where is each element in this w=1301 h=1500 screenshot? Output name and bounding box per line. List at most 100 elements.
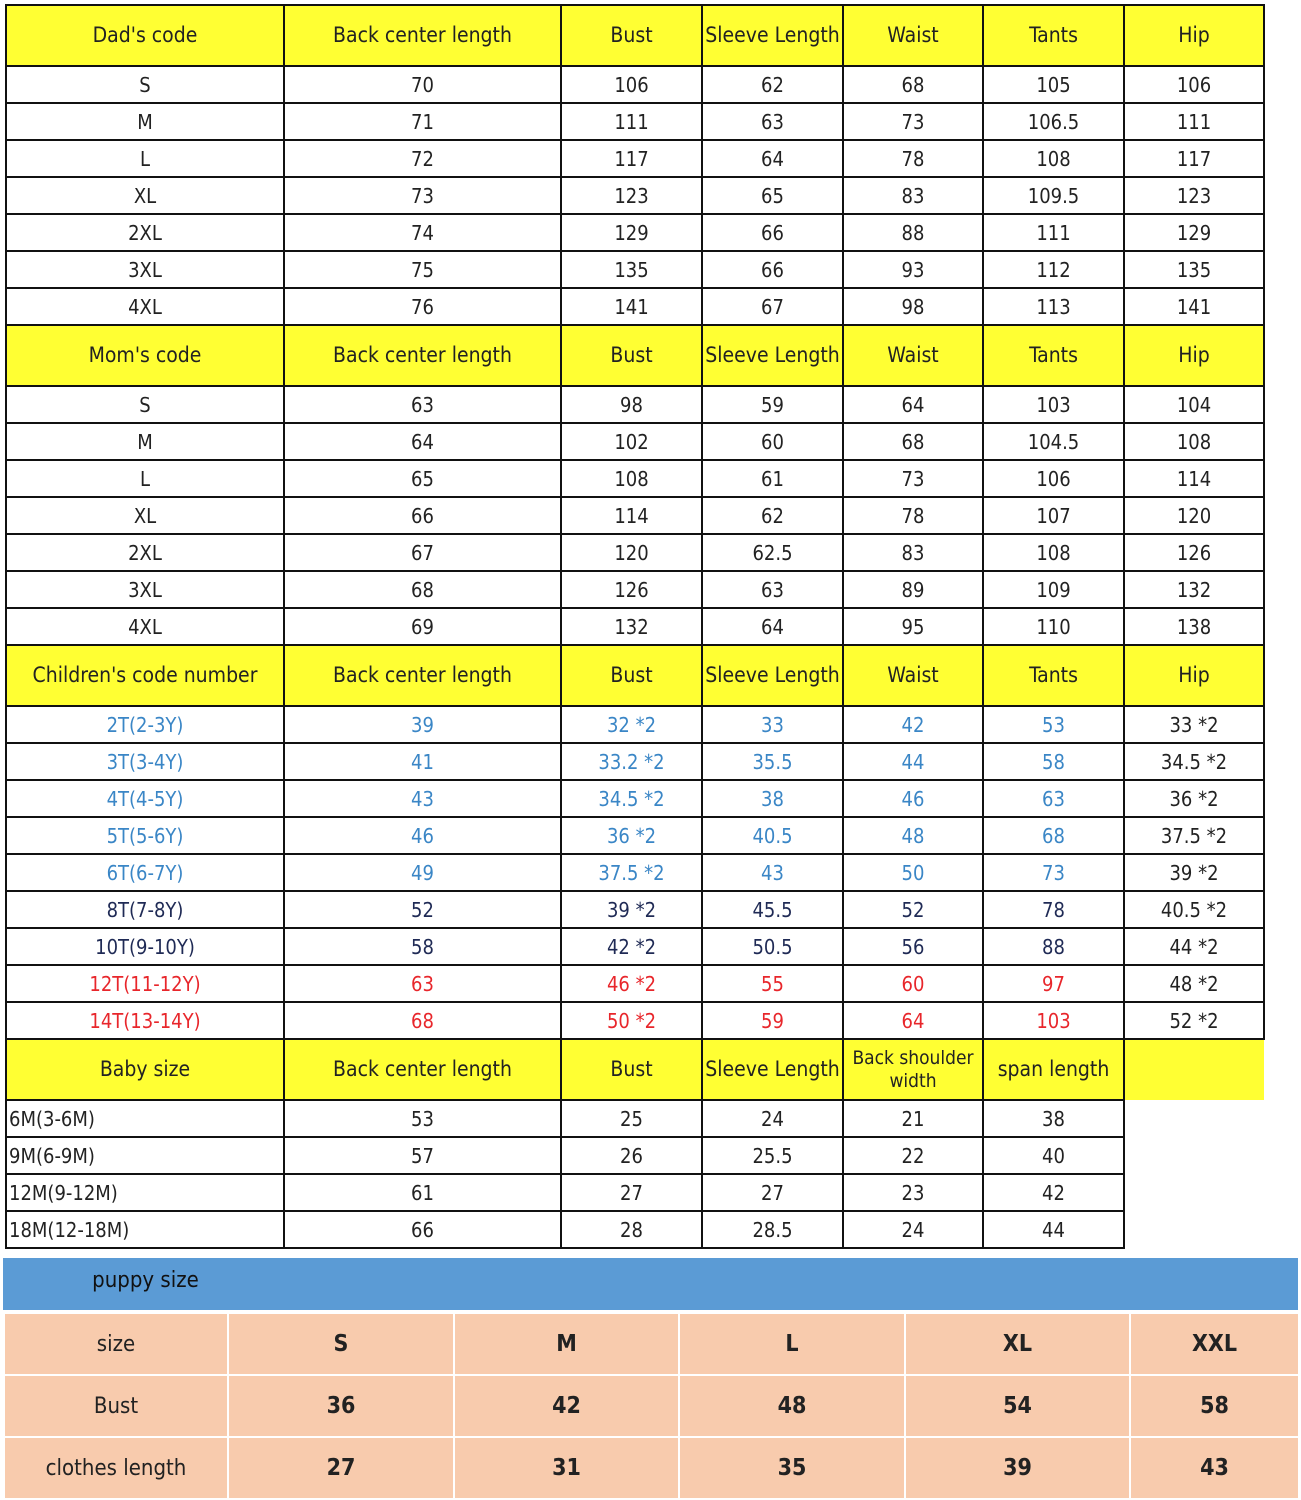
mom-value-cell: 104 — [1123, 385, 1265, 424]
children-header-row: Children's code number Back center length… — [5, 644, 1265, 707]
mom-value-cell: 67 — [283, 533, 562, 572]
dad-value-cell: 73 — [283, 176, 562, 215]
puppy-value-cell: L — [678, 1312, 906, 1376]
puppy-size-table: size S M L XL XXL Bust 36 42 48 54 58 clothes length… — [3, 1312, 1300, 1500]
dad-table-row: M 71 111 63 73 106.5 111 — [5, 102, 1265, 141]
mom-value-cell: 108 — [560, 459, 703, 498]
dad-value-cell: 75 — [283, 250, 562, 289]
puppy-value-cell: 31 — [453, 1436, 680, 1500]
baby-value-cell: 24 — [842, 1210, 984, 1249]
dad-value-cell: 117 — [1123, 139, 1265, 178]
children-value-cell: 42 — [842, 705, 984, 744]
baby-value-cell: 38 — [982, 1099, 1125, 1138]
dad-value-cell: 65 — [701, 176, 844, 215]
mom-value-cell: 95 — [842, 607, 984, 646]
mom-value-cell: 68 — [283, 570, 562, 609]
dad-size-label: L — [5, 139, 285, 178]
children-value-cell: 36 *2 — [1123, 779, 1265, 818]
dad-value-cell: 111 — [1123, 102, 1265, 141]
mom-value-cell: 62.5 — [701, 533, 844, 572]
dad-value-cell: 129 — [560, 213, 703, 252]
empty-cell — [1124, 1137, 1264, 1174]
baby-column-header: Back center length — [283, 1038, 562, 1101]
children-value-cell: 43 — [283, 779, 562, 818]
children-value-cell: 40.5 *2 — [1123, 890, 1265, 929]
dad-value-cell: 106 — [1123, 65, 1265, 104]
baby-column-header: span length — [982, 1038, 1125, 1101]
empty-cell — [1124, 1039, 1264, 1100]
mom-value-cell: 64 — [283, 422, 562, 461]
puppy-value-cell: 54 — [904, 1374, 1131, 1438]
children-size-label: 10T(9-10Y) — [5, 927, 285, 966]
children-value-cell: 63 — [283, 964, 562, 1003]
dad-size-label: XL — [5, 176, 285, 215]
puppy-row-label: Bust — [3, 1374, 229, 1438]
baby-value-cell: 23 — [842, 1173, 984, 1212]
children-table-row: 14T(13-14Y) 68 50 *2 59 64 103 52 *2 — [5, 1001, 1265, 1040]
dad-value-cell: 105 — [982, 65, 1125, 104]
children-value-cell: 37.5 *2 — [560, 853, 703, 892]
dad-size-label: 2XL — [5, 213, 285, 252]
mom-column-header: Waist — [842, 324, 984, 387]
mom-value-cell: 103 — [982, 385, 1125, 424]
children-column-header: Tants — [982, 644, 1125, 707]
children-value-cell: 44 — [842, 742, 984, 781]
baby-value-cell: 24 — [701, 1099, 844, 1138]
children-table-row: 2T(2-3Y) 39 32 *2 33 42 53 33 *2 — [5, 705, 1265, 744]
puppy-row-label: clothes length — [3, 1436, 229, 1500]
mom-value-cell: 132 — [1123, 570, 1265, 609]
baby-table-row: 18M(12-18M) 66 28 28.5 24 44 — [5, 1210, 1264, 1249]
dad-value-cell: 141 — [1123, 287, 1265, 326]
dad-value-cell: 62 — [701, 65, 844, 104]
puppy-size-banner: puppy size — [3, 1258, 1298, 1310]
mom-value-cell: 132 — [560, 607, 703, 646]
puppy-value-cell: 48 — [678, 1374, 906, 1438]
baby-size-label: 12M(9-12M) — [5, 1173, 285, 1212]
dad-table-row: 4XL 76 141 67 98 113 141 — [5, 287, 1265, 326]
baby-value-cell: 27 — [701, 1173, 844, 1212]
puppy-value-cell: 39 — [904, 1436, 1131, 1500]
mom-value-cell: 110 — [982, 607, 1125, 646]
children-value-cell: 39 *2 — [560, 890, 703, 929]
mom-size-label: 3XL — [5, 570, 285, 609]
children-value-cell: 103 — [982, 1001, 1125, 1040]
puppy-table-row: clothes length 27 31 35 39 43 — [3, 1436, 1300, 1500]
dad-table-row: L 72 117 64 78 108 117 — [5, 139, 1265, 178]
dad-header-row: Dad's code Back center length Bust Sleeve L… — [5, 4, 1265, 67]
mom-value-cell: 106 — [982, 459, 1125, 498]
dad-value-cell: 113 — [982, 287, 1125, 326]
dad-size-label: M — [5, 102, 285, 141]
children-value-cell: 53 — [982, 705, 1125, 744]
puppy-value-cell: 35 — [678, 1436, 906, 1500]
puppy-table-row: Bust 36 42 48 54 58 — [3, 1374, 1300, 1438]
puppy-value-cell: 42 — [453, 1374, 680, 1438]
children-table-row: 12T(11-12Y) 63 46 *2 55 60 97 48 *2 — [5, 964, 1265, 1003]
dad-value-cell: 66 — [701, 213, 844, 252]
baby-value-cell: 57 — [283, 1136, 562, 1175]
mom-size-label: 2XL — [5, 533, 285, 572]
mom-value-cell: 63 — [701, 570, 844, 609]
children-value-cell: 42 *2 — [560, 927, 703, 966]
baby-value-cell: 44 — [982, 1210, 1125, 1249]
children-value-cell: 38 — [701, 779, 844, 818]
dad-value-cell: 66 — [701, 250, 844, 289]
children-value-cell: 68 — [982, 816, 1125, 855]
mom-value-cell: 78 — [842, 496, 984, 535]
dad-value-cell: 135 — [560, 250, 703, 289]
children-value-cell: 58 — [283, 927, 562, 966]
children-size-label: 8T(7-8Y) — [5, 890, 285, 929]
children-value-cell: 59 — [701, 1001, 844, 1040]
children-value-cell: 52 — [842, 890, 984, 929]
baby-value-cell: 25 — [560, 1099, 703, 1138]
baby-value-cell: 66 — [283, 1210, 562, 1249]
mom-value-cell: 120 — [1123, 496, 1265, 535]
baby-column-header: Baby size — [5, 1038, 285, 1101]
mom-value-cell: 108 — [1123, 422, 1265, 461]
children-value-cell: 55 — [701, 964, 844, 1003]
baby-table-row: 12M(9-12M) 61 27 27 23 42 — [5, 1173, 1264, 1212]
mom-value-cell: 114 — [1123, 459, 1265, 498]
children-value-cell: 40.5 — [701, 816, 844, 855]
children-value-cell: 46 — [283, 816, 562, 855]
dad-value-cell: 68 — [842, 65, 984, 104]
mom-value-cell: 114 — [560, 496, 703, 535]
